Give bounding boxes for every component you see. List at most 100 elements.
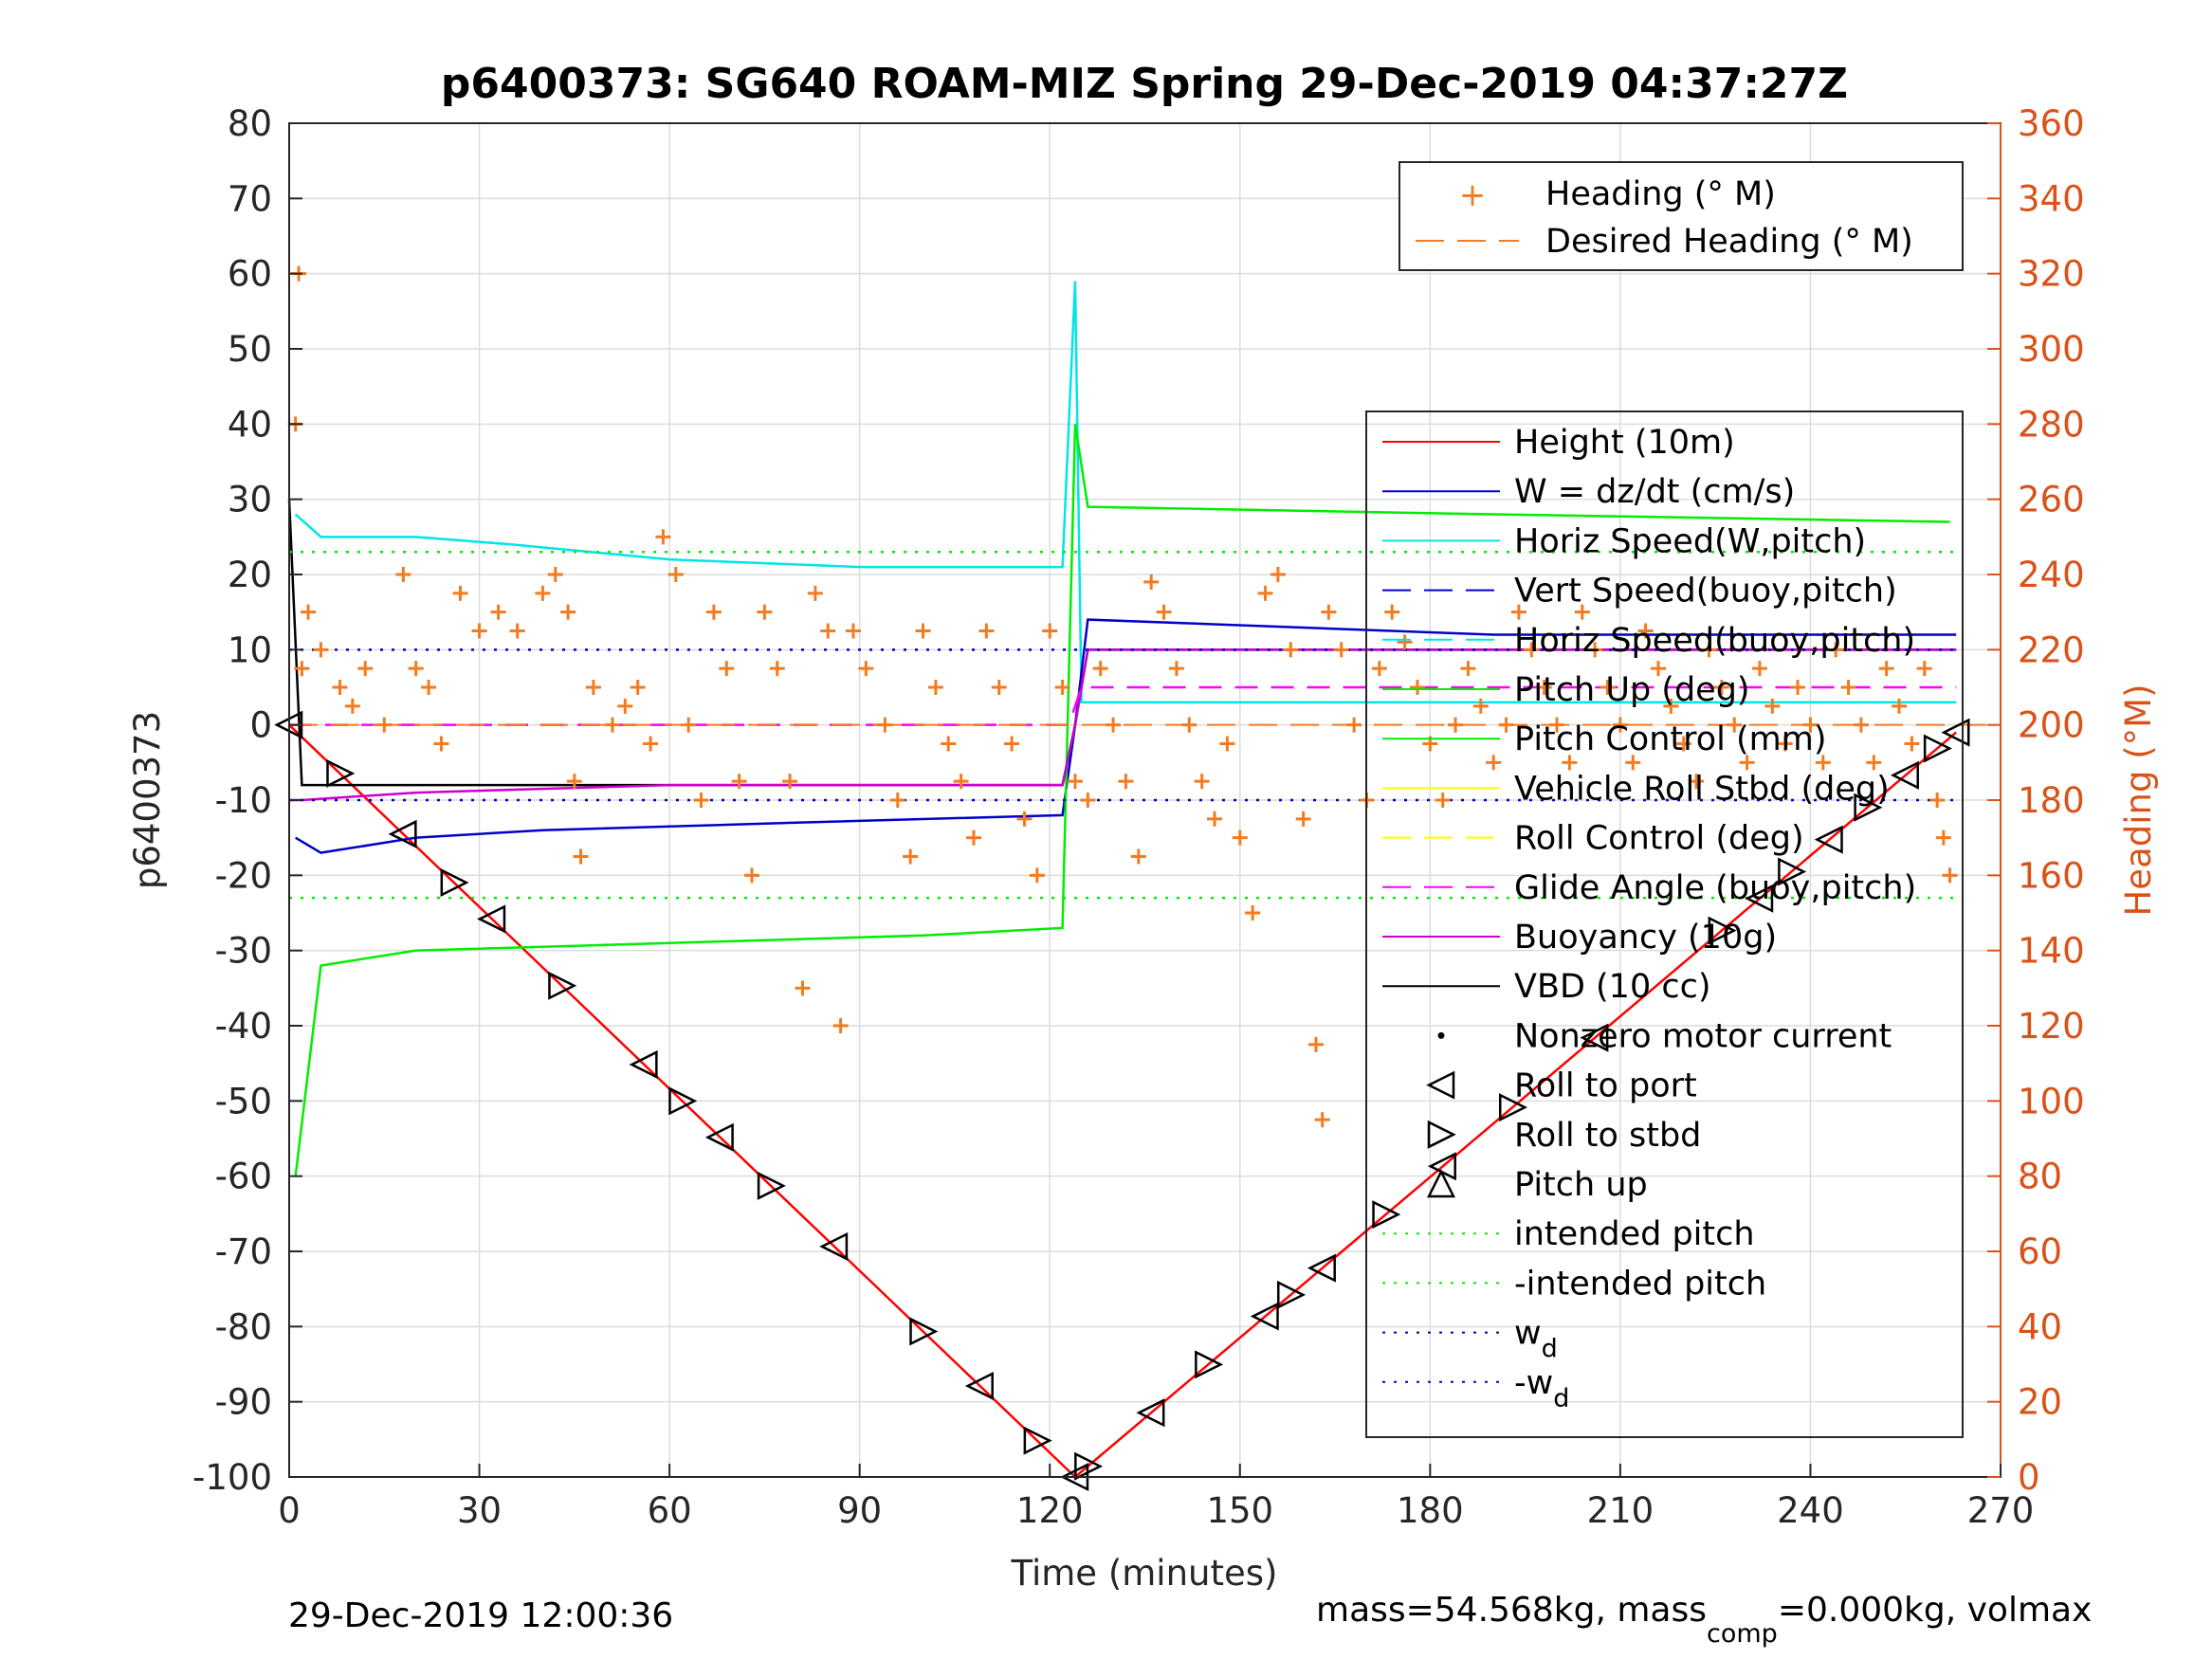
heading-point xyxy=(877,717,893,733)
legend-entry: Roll Control (deg) xyxy=(1382,820,1804,858)
legend-marker xyxy=(1426,1169,1456,1198)
heading-point xyxy=(471,623,487,639)
heading-point xyxy=(1625,755,1641,771)
heading-point xyxy=(719,661,735,677)
heading-point xyxy=(1510,604,1526,620)
roll-to-stbd-marker xyxy=(1195,1350,1224,1379)
x-tick-label: 240 xyxy=(1777,1490,1844,1531)
heading-point xyxy=(1498,717,1514,733)
heading-point xyxy=(560,604,576,620)
heading-point xyxy=(1637,623,1654,639)
footer-timestamp: 29-Dec-2019 12:00:36 xyxy=(288,1596,673,1635)
y2-tick-label: 20 xyxy=(2018,1382,2062,1423)
roll-to-port-marker xyxy=(1307,1253,1336,1283)
heading-point xyxy=(421,680,437,695)
footer-mass: mass=54.568kg, masscomp=0.000kg, volmax xyxy=(1316,1591,2092,1649)
heading-point xyxy=(1486,755,1502,771)
heading-point xyxy=(1106,717,1122,733)
heading-point xyxy=(1092,661,1108,677)
x-tick-label: 0 xyxy=(278,1490,301,1531)
heading-point xyxy=(1397,634,1413,650)
y2-tick-label: 80 xyxy=(2018,1157,2062,1197)
y2-tick-label: 360 xyxy=(2018,103,2085,144)
heading-point xyxy=(927,680,943,695)
heading-point xyxy=(1004,736,1020,752)
legend-label: Pitch Control (mm) xyxy=(1514,720,1826,758)
heading-point xyxy=(1651,661,1666,677)
roll-to-stbd-marker xyxy=(757,1171,786,1200)
y2-axis-label: Heading (°M) xyxy=(2118,684,2159,916)
heading-point xyxy=(655,529,671,545)
y-tick-label: -80 xyxy=(215,1306,272,1347)
series-horiz-speed-w-pitch- xyxy=(294,281,1957,704)
legend-entry: Height (10m) xyxy=(1382,424,1735,462)
legend-marker xyxy=(1426,1070,1455,1100)
legend-entry: Buoyancy (10g) xyxy=(1382,919,1777,957)
y-tick-label: 60 xyxy=(228,254,272,295)
legend-label-subscript: d xyxy=(1553,1384,1569,1413)
x-tick-label: 90 xyxy=(837,1490,882,1531)
heading-point xyxy=(1942,867,1958,884)
heading-point xyxy=(490,604,506,620)
heading-point xyxy=(535,585,551,601)
roll-to-stbd-marker xyxy=(326,758,356,788)
legend-label: W = dz/dt (cm/s) xyxy=(1514,473,1795,511)
legend-label: Height (10m) xyxy=(1514,424,1735,462)
heading-point xyxy=(1840,680,1856,695)
heading-point xyxy=(1935,830,1951,846)
heading-point xyxy=(858,661,874,677)
roll-to-stbd-marker xyxy=(1023,1426,1052,1455)
y-axis-ticks: 80 70 60 50 40 30 20 10 0 -10 -20 -30 -40 -50 -60 -70 -8… xyxy=(192,103,302,1498)
legend-entry: VBD (10 cc) xyxy=(1382,968,1711,1006)
heading-point xyxy=(1764,698,1781,714)
heading-point xyxy=(1181,717,1197,733)
roll-to-stbd-marker xyxy=(1372,1200,1401,1230)
heading-point xyxy=(573,848,589,865)
y-tick-label: -40 xyxy=(215,1006,272,1047)
legend-entry: Vert Speed(buoy,pitch) xyxy=(1382,573,1897,611)
y-tick-label: 70 xyxy=(228,178,272,219)
y2-tick-label: 280 xyxy=(2018,404,2085,445)
legend-label: VBD (10 cc) xyxy=(1514,968,1711,1006)
heading-point xyxy=(344,698,360,714)
heading-point xyxy=(941,736,957,752)
x-axis-label: Time (minutes) xyxy=(1011,1553,1278,1594)
x-axis-ticks: 0 30 60 90 120 150 180 210 240 270 xyxy=(278,1464,2034,1531)
heading-point xyxy=(1080,793,1096,808)
heading-point xyxy=(731,774,747,790)
heading-legend-label: Heading (° M) xyxy=(1545,175,1776,213)
heading-point xyxy=(1016,811,1033,827)
heading-point xyxy=(832,1018,849,1033)
y-tick-label: -30 xyxy=(215,931,272,972)
heading-point xyxy=(1675,736,1691,752)
heading-point xyxy=(1257,585,1273,601)
y2-tick-label: 140 xyxy=(2018,931,2085,972)
heading-point xyxy=(807,585,823,601)
heading-point xyxy=(1219,736,1235,752)
y2-axis-ticks: 3603403203002802602402202001801601401201… xyxy=(1987,103,2085,1498)
heading-point xyxy=(294,661,310,677)
legend-entry: Pitch Control (mm) xyxy=(1382,720,1826,758)
heading-point xyxy=(1904,736,1920,752)
legend-entry: Vehicle Roll Stbd (deg) xyxy=(1382,770,1890,808)
heading-point xyxy=(1562,755,1578,771)
heading-point xyxy=(376,717,393,733)
roll-to-stbd-marker xyxy=(548,971,577,1000)
y2-tick-label: 320 xyxy=(2018,254,2085,295)
x-tick-label: 120 xyxy=(1016,1490,1084,1531)
heading-point xyxy=(1270,567,1286,582)
roll-to-stbd-marker xyxy=(1498,1093,1528,1122)
legend-label: wd xyxy=(1514,1315,1558,1364)
heading-point xyxy=(681,717,697,733)
heading-point xyxy=(1663,698,1679,714)
heading-point xyxy=(1409,680,1425,695)
legend-label: Roll to port xyxy=(1514,1067,1697,1105)
legend-entry: Pitch up xyxy=(1426,1166,1648,1204)
legend-label: Pitch Up (deg) xyxy=(1514,671,1750,709)
legend-entry: Horiz Speed(buoy,pitch) xyxy=(1382,622,1915,660)
heading-point xyxy=(1194,774,1210,790)
heading-point xyxy=(1435,793,1451,808)
chart-title: p6400373: SG640 ROAM-MIZ Spring 29-Dec-2… xyxy=(441,60,1848,108)
heading-point xyxy=(1929,793,1946,808)
roll-to-stbd-marker xyxy=(1277,1280,1307,1309)
